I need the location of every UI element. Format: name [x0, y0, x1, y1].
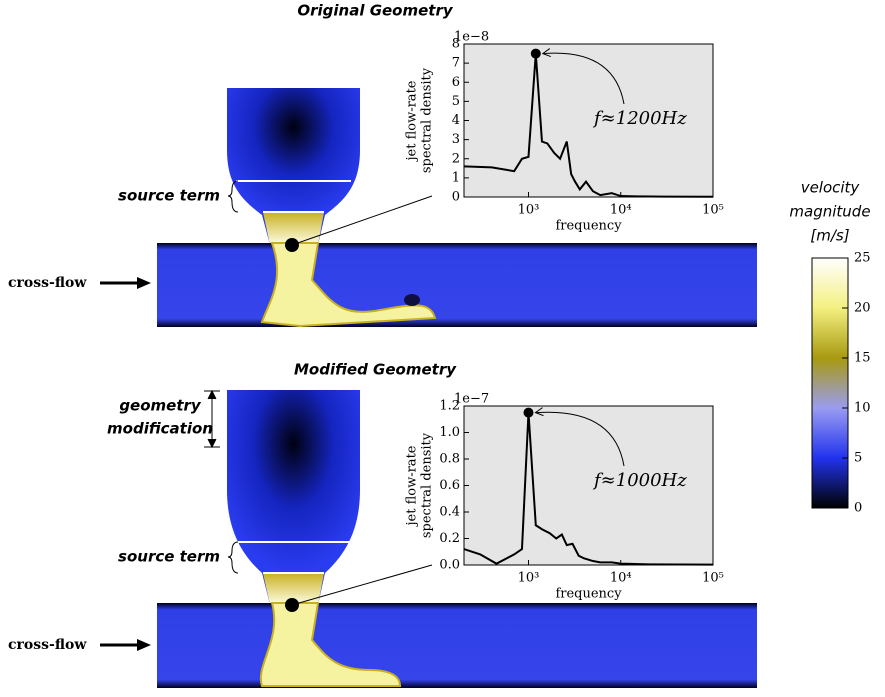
source-term-label: source term — [118, 548, 220, 566]
channel — [157, 243, 757, 327]
leader-line — [291, 195, 433, 246]
colorbar-tick-label: 20 — [854, 301, 871, 316]
colorbar-title: velocity — [801, 179, 861, 197]
geometry-modification-label: geometry — [119, 397, 202, 415]
line — [463, 412, 714, 566]
colorbar-tick-label: 15 — [854, 351, 871, 366]
x-tick-label: 10³ — [518, 571, 540, 586]
probe — [285, 238, 299, 252]
y-tick-label: 1.2 — [439, 399, 460, 414]
y-tick-label: 0.0 — [439, 558, 460, 573]
colorbar-title: [m/s] — [810, 227, 849, 245]
y-axis-label: spectral density — [420, 67, 435, 173]
y-tick-label: 1 — [452, 170, 460, 185]
leader-line — [291, 564, 433, 606]
colorbar-title: magnitude — [789, 203, 870, 221]
colorbar-tick-label: 5 — [854, 451, 862, 466]
y-tick-label: 3 — [452, 132, 460, 147]
brace — [227, 180, 239, 213]
line — [463, 53, 714, 198]
source-term-label: source term — [118, 187, 220, 205]
x-tick-label: 10³ — [518, 203, 540, 218]
annotation-arrow — [543, 52, 625, 105]
y-tick-label: 0.6 — [439, 478, 460, 493]
y-tick-label: 0.8 — [439, 452, 460, 467]
y-tick-label: 6 — [452, 75, 460, 90]
nozzle — [227, 390, 360, 605]
y-tick-label: 1.0 — [439, 425, 460, 440]
panel-title: Original Geometry — [297, 2, 453, 20]
y-tick-label: 4 — [452, 113, 460, 128]
arrow-head — [137, 277, 151, 289]
y-axis-label: jet flow-rate — [405, 445, 420, 527]
colorbar — [811, 257, 849, 509]
y-axis-label: jet flow-rate — [405, 80, 420, 162]
x-tick-label: 10⁵ — [702, 203, 724, 218]
arrow-head — [541, 48, 551, 58]
nozzle — [227, 88, 360, 245]
cross-flow-label: cross-flow — [8, 637, 87, 653]
peak-marker — [530, 48, 541, 59]
x-tick-label: 10⁵ — [702, 571, 724, 586]
annotation: f≈1000Hz — [592, 470, 687, 491]
jet — [263, 212, 324, 245]
y-tick-label: 0.4 — [439, 505, 460, 520]
channel — [157, 603, 757, 688]
annotation-arrow — [536, 411, 625, 467]
x-tick-label: 10⁴ — [610, 571, 632, 586]
y-tick-label: 7 — [452, 56, 460, 71]
panel-title: Modified Geometry — [294, 361, 457, 379]
colorbar-tick-label: 10 — [854, 401, 871, 416]
arrow-head — [534, 407, 544, 417]
y-tick-label: 5 — [452, 94, 460, 109]
geometry-modification-label: modification — [107, 420, 213, 438]
plot-area — [463, 43, 714, 198]
y-tick-label: 8 — [452, 37, 460, 52]
x-axis-label: frequency — [555, 219, 622, 234]
vortex — [404, 294, 420, 306]
cross-flow-label: cross-flow — [8, 275, 87, 291]
dimension-arrow — [207, 389, 217, 449]
annotation: f≈1200Hz — [592, 108, 687, 129]
plume — [259, 602, 402, 687]
plume — [260, 242, 437, 328]
colorbar-tick-label: 25 — [854, 251, 871, 266]
y-tick-label: 2 — [452, 151, 460, 166]
y-tick-label: 0 — [452, 190, 460, 205]
offset-text: 1e−7 — [454, 392, 489, 407]
brace — [227, 541, 239, 574]
colorbar-tick-label: 0 — [854, 501, 862, 516]
offset-text: 1e−8 — [454, 30, 489, 45]
y-axis-label: spectral density — [420, 432, 435, 538]
arrow-head — [137, 639, 151, 651]
x-tick-label: 10⁴ — [610, 203, 632, 218]
peak-marker — [523, 407, 534, 418]
y-tick-label: 0.2 — [439, 531, 460, 546]
probe — [285, 598, 299, 612]
jet — [263, 573, 324, 605]
x-axis-label: frequency — [555, 587, 622, 602]
